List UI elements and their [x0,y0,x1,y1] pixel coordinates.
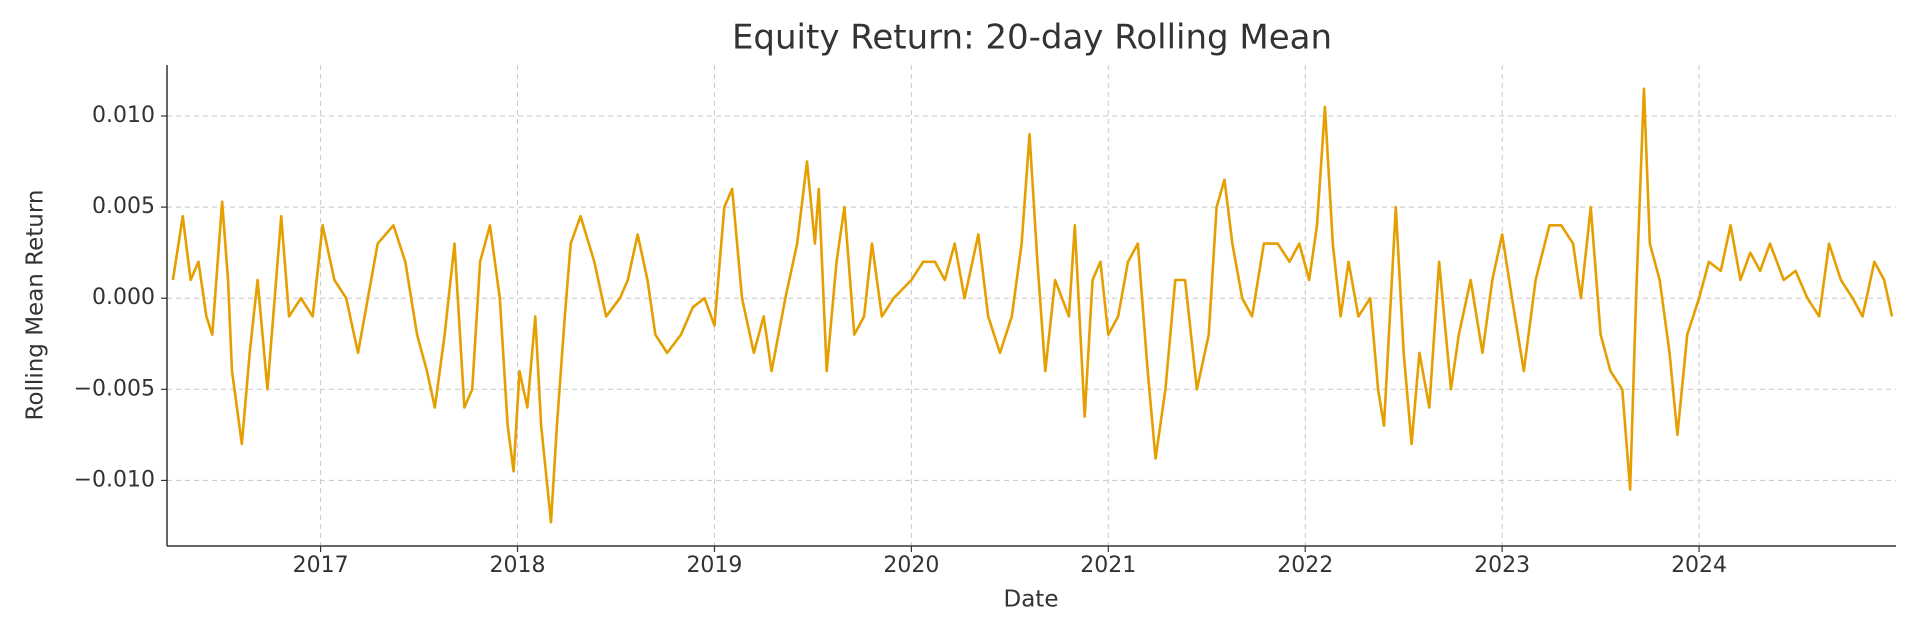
x-tick-label: 2024 [1671,553,1727,578]
chart-title: Equity Return: 20-day Rolling Mean [732,18,1332,58]
x-tick-label: 2017 [293,553,349,578]
x-tick-label: 2020 [883,553,939,578]
x-tick-label: 2023 [1474,553,1530,578]
y-tick-label: −0.010 [74,467,155,492]
x-tick-label: 2019 [686,553,742,578]
data-line [171,87,1894,524]
y-axis-label: Rolling Mean Return [23,190,49,421]
y-tick-label: 0.005 [92,194,155,219]
y-tick-label: −0.005 [74,376,155,401]
x-tick-label: 2022 [1277,553,1333,578]
x-tick-label: 2018 [490,553,546,578]
y-tick-label: 0.010 [92,103,155,128]
x-tick-label: 2021 [1080,553,1136,578]
y-tick-label: 0.000 [92,285,155,310]
x-axis-label: Date [1004,587,1059,613]
